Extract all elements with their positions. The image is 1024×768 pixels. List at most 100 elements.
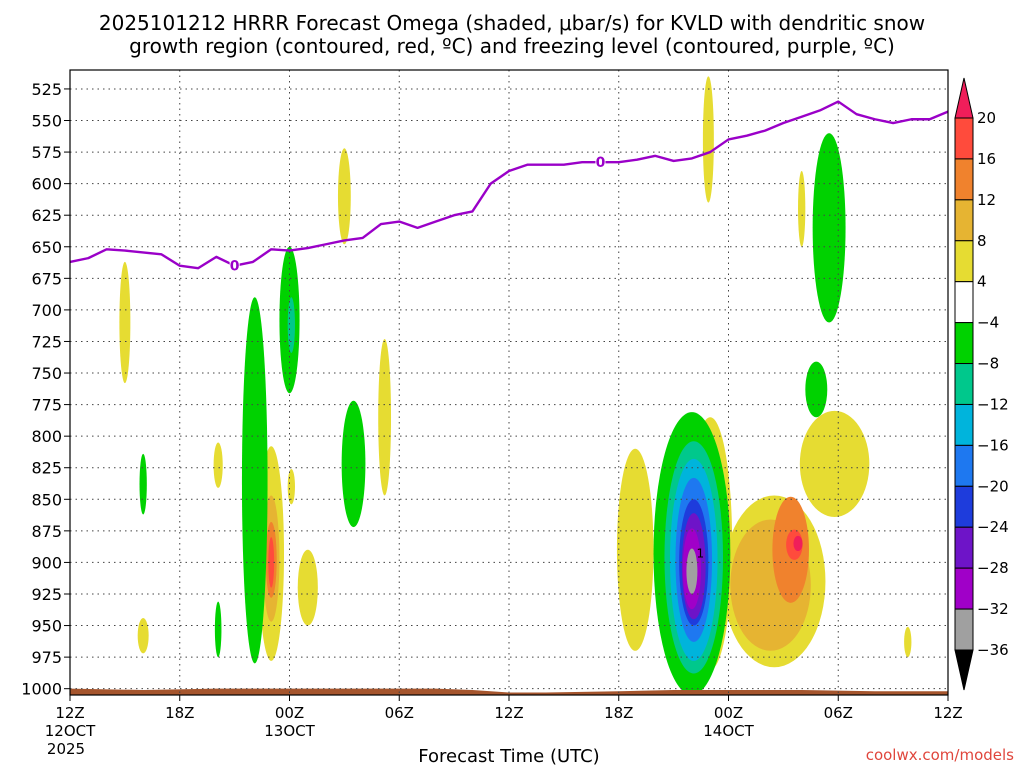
omega-region-31 <box>287 297 295 353</box>
x-tick-label-36: 00Z <box>714 704 743 722</box>
y-tick-label-800: 800 <box>31 427 62 446</box>
colorbar-label-4: 4 <box>977 273 987 291</box>
omega-region-10 <box>378 338 392 496</box>
colorbar-swatch-11 <box>954 567 974 610</box>
colorbar-label-9: −20 <box>977 477 1009 495</box>
x-tick-label-48: 12Z <box>933 704 962 722</box>
x-tick-date-12: 13OCT <box>264 722 315 740</box>
omega-region-8 <box>297 549 318 626</box>
chart-title-line1: 2025101212 HRRR Forecast Omega (shaded, … <box>99 11 925 35</box>
y-axis-ticks: 525 550 575 600 625 650 675 700 725 750 775 800 825 8… <box>21 80 70 699</box>
omega-region-9 <box>337 148 351 245</box>
x-tick-label-42: 06Z <box>824 704 853 722</box>
omega-region-17 <box>904 626 912 658</box>
omega-region-2 <box>137 617 149 654</box>
credit-text: coolwx.com/models <box>866 746 1014 764</box>
plot-area: 1 00 <box>69 69 949 696</box>
colorbar-label-13: −36 <box>977 641 1009 659</box>
x-tick-label-12: 00Z <box>275 704 304 722</box>
terrain <box>70 688 948 695</box>
colorbar-label-11: −28 <box>977 559 1009 577</box>
omega-region-1 <box>213 442 223 488</box>
x-tick-year-0: 2025 <box>47 740 85 758</box>
colorbar-label-1: 16 <box>977 150 996 168</box>
colorbar-bottom-triangle <box>954 649 974 691</box>
y-tick-label-675: 675 <box>31 269 62 288</box>
colorbar-swatch-10 <box>954 526 974 569</box>
colorbar-swatch-8 <box>954 444 974 487</box>
y-tick-label-600: 600 <box>31 175 62 194</box>
omega-region-22 <box>139 453 147 515</box>
freezing-level-label-0: 0 <box>230 259 240 275</box>
y-tick-label-550: 550 <box>31 112 62 131</box>
colorbar-swatch-6 <box>954 363 974 405</box>
colorbar-swatch-2 <box>954 199 974 242</box>
y-tick-label-625: 625 <box>31 206 62 225</box>
terrain-fill <box>70 688 948 695</box>
colorbar-label-6: −8 <box>977 355 999 373</box>
colorbar-swatch-5 <box>954 322 974 365</box>
omega-region-37 <box>686 548 698 594</box>
x-tick-label-18: 06Z <box>385 704 414 722</box>
colorbar-label-2: 12 <box>977 191 996 209</box>
omega-region-24 <box>241 297 268 664</box>
y-tick-label-925: 925 <box>31 585 62 604</box>
y-tick-label-1000: 1000 <box>21 680 62 699</box>
y-tick-label-875: 875 <box>31 522 62 541</box>
y-tick-label-900: 900 <box>31 553 62 572</box>
y-tick-label-950: 950 <box>31 617 62 636</box>
colorbar-label-8: −16 <box>977 436 1009 454</box>
colorbar-swatch-1 <box>954 158 974 201</box>
y-tick-label-750: 750 <box>31 364 62 383</box>
colorbar-label-7: −12 <box>977 395 1009 413</box>
grid-lines <box>70 70 948 695</box>
omega-region-16 <box>798 171 806 247</box>
colorbar-label-10: −24 <box>977 518 1009 536</box>
colorbar-top-triangle <box>954 77 974 119</box>
omega-region-6 <box>268 537 275 588</box>
y-tick-label-775: 775 <box>31 396 62 415</box>
colorbar-swatch-9 <box>954 485 974 528</box>
y-tick-label-975: 975 <box>31 648 62 667</box>
x-tick-label-0: 12Z <box>55 704 84 722</box>
omega-region-26 <box>341 400 366 528</box>
colorbar-label-5: −4 <box>977 314 999 332</box>
omega-region-21 <box>793 535 803 552</box>
omega-region-13 <box>702 76 714 203</box>
y-tick-label-850: 850 <box>31 490 62 509</box>
omega-region-28 <box>805 361 828 418</box>
omega-region-29 <box>812 133 846 323</box>
x-axis-label: Forecast Time (UTC) <box>418 746 599 767</box>
freezing-label-bg-0 <box>229 257 240 272</box>
freezing-level-label-1: 0 <box>596 155 606 171</box>
omega-region-11 <box>616 448 654 651</box>
x-tick-date-36: 14OCT <box>703 722 754 740</box>
freezing-level-contour: 00 <box>69 100 949 275</box>
y-tick-label-650: 650 <box>31 238 62 257</box>
y-tick-label-725: 725 <box>31 332 62 351</box>
omega-core-label: 1 <box>696 546 704 560</box>
colorbar-label-12: −32 <box>977 600 1009 618</box>
omega-region-23 <box>214 601 222 658</box>
x-tick-label-30: 18Z <box>604 704 633 722</box>
y-tick-label-700: 700 <box>31 301 62 320</box>
y-tick-label-525: 525 <box>31 80 62 99</box>
omega-region-0 <box>119 261 131 384</box>
colorbar-swatch-0 <box>954 117 974 160</box>
colorbar-label-0: 20 <box>977 109 996 127</box>
x-tick-label-24: 12Z <box>494 704 523 722</box>
y-tick-label-575: 575 <box>31 143 62 162</box>
omega-region-15 <box>799 410 870 517</box>
colorbar-swatch-7 <box>954 403 974 446</box>
colorbar-swatch-3 <box>954 240 974 283</box>
chart-title-line2: growth region (contoured, red, ºC) and f… <box>129 34 895 58</box>
colorbar-swatch-12 <box>954 608 974 651</box>
colorbar-label-3: 8 <box>977 232 987 250</box>
y-tick-label-825: 825 <box>31 459 62 478</box>
colorbar-swatch-4 <box>954 281 974 324</box>
x-tick-label-6: 18Z <box>165 704 194 722</box>
x-tick-date-0: 12OCT <box>45 722 96 740</box>
freezing-label-bg-1 <box>595 154 606 169</box>
